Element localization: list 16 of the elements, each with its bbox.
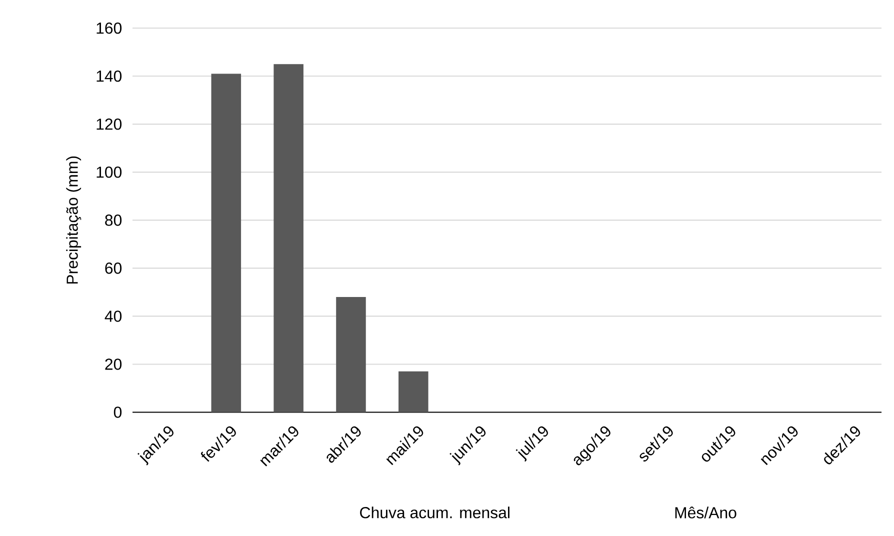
y-tick-label: 100 <box>96 166 122 178</box>
x-axis-title: Mês/Ano <box>675 506 736 518</box>
bar <box>336 296 366 412</box>
y-tick-label: 0 <box>114 406 122 418</box>
bar <box>211 74 242 412</box>
text: Chuva acum. mensal <box>360 506 510 518</box>
bar <box>274 64 304 412</box>
y-axis-title: Precipitação (mm) <box>66 156 82 284</box>
y-tick-label: 20 <box>105 358 122 370</box>
y-tick-label: 60 <box>105 262 122 274</box>
y-tick-label: 40 <box>104 310 122 322</box>
y-tick-label: 160 <box>96 22 122 34</box>
y-tick-label: 140 <box>96 70 122 82</box>
bar <box>398 371 428 412</box>
y-tick-label: 120 <box>96 118 122 130</box>
y-tick-label: 80 <box>105 214 122 226</box>
